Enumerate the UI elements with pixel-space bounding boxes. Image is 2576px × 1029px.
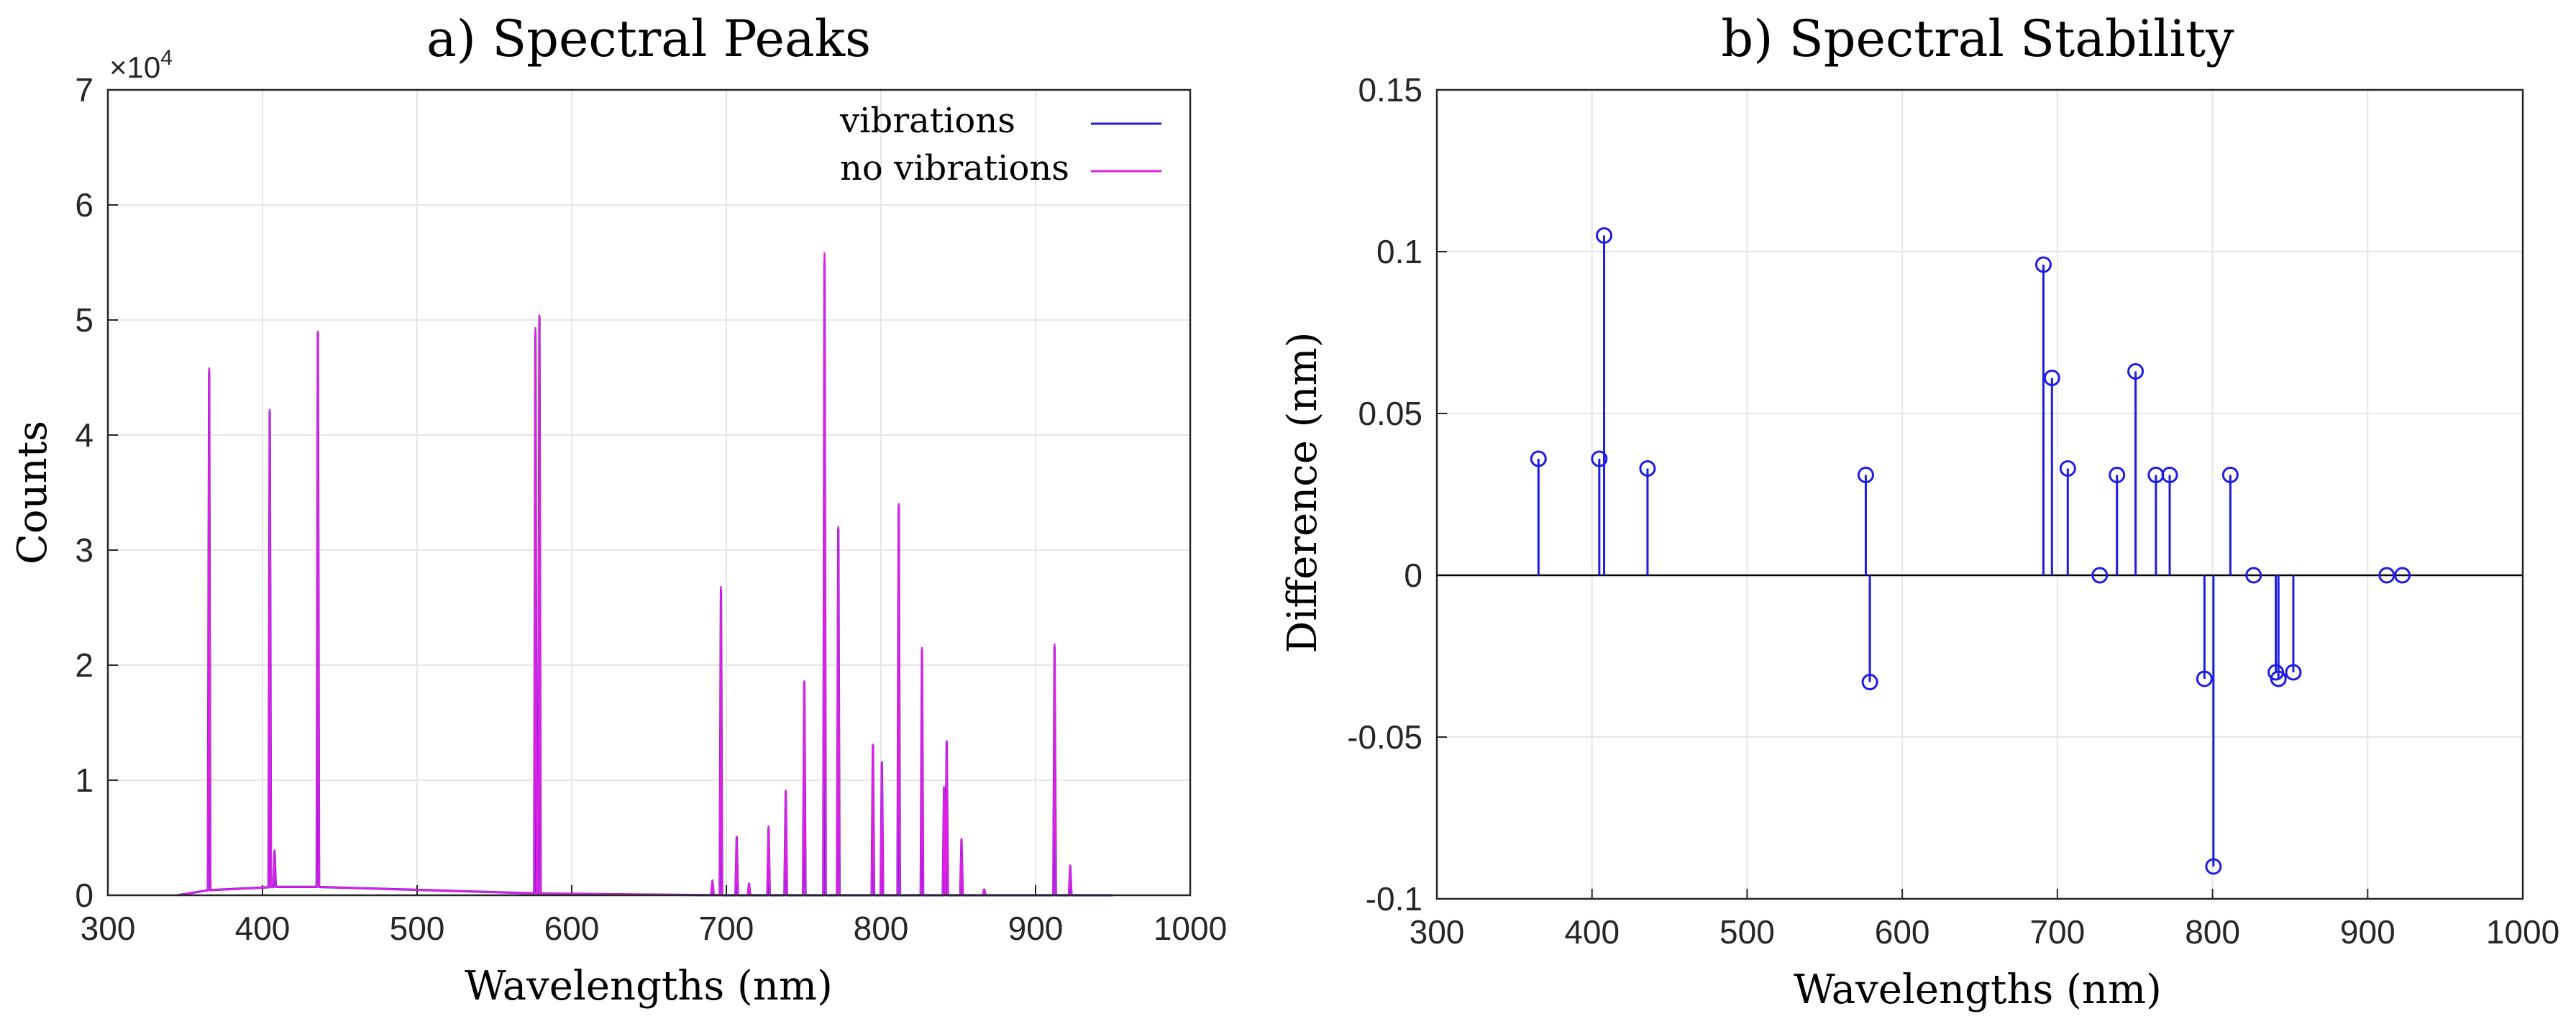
axes-frame-a bbox=[106, 88, 1192, 897]
x-tick-label: 900 bbox=[2340, 913, 2395, 951]
x-tick-label: 600 bbox=[544, 910, 600, 947]
stem-point bbox=[2109, 467, 2126, 575]
stem-marker bbox=[2109, 467, 2126, 483]
y-tick-label: 1 bbox=[75, 762, 93, 799]
legend-a: vibrations no vibrations bbox=[839, 101, 1161, 188]
stems-group-b bbox=[1530, 227, 2411, 875]
x-tick-label: 1000 bbox=[2486, 913, 2559, 951]
stem-marker bbox=[1596, 227, 1613, 244]
stem-marker bbox=[2091, 567, 2109, 584]
stem-marker bbox=[2378, 567, 2395, 584]
stem-point bbox=[1591, 450, 1608, 575]
chart-title-b: b) Spectral Stability bbox=[1721, 9, 2234, 68]
chart-spectral-stability: 300 400 500 600 700 800 900 1000 -0.1 -0.05 0 0.05… bbox=[1279, 9, 2559, 1013]
stem-point bbox=[2221, 467, 2239, 575]
stem-marker bbox=[2034, 256, 2052, 273]
y-tick-label: -0.05 bbox=[1347, 718, 1422, 756]
x-tick-label: 500 bbox=[390, 910, 445, 947]
legend-label-vibrations: vibrations bbox=[839, 101, 1015, 141]
stem-point bbox=[2127, 363, 2145, 575]
y-exponent-label-a: ×104 bbox=[109, 46, 173, 84]
x-tick-label: 900 bbox=[1008, 910, 1064, 947]
axes-frame-b bbox=[1435, 88, 2524, 900]
stem-point bbox=[2270, 575, 2287, 687]
stem-point bbox=[2059, 460, 2076, 575]
stem-point bbox=[2378, 567, 2395, 584]
x-tick-label: 400 bbox=[1564, 913, 1620, 951]
x-tick-label: 800 bbox=[854, 910, 909, 947]
x-axis-label-b: Wavelengths (nm) bbox=[1794, 966, 2162, 1013]
x-tick-label: 300 bbox=[1410, 913, 1465, 951]
stem-point bbox=[2196, 575, 2213, 687]
y-tick-label: 0.05 bbox=[1358, 395, 1422, 432]
x-tick-label: 700 bbox=[2029, 913, 2085, 951]
y-tick-label: 7 bbox=[75, 71, 93, 109]
stem-marker bbox=[2245, 567, 2262, 584]
chart-title-a: a) Spectral Peaks bbox=[426, 9, 871, 68]
stem-point bbox=[1596, 227, 1613, 575]
stem-marker bbox=[2394, 567, 2411, 584]
stem-marker bbox=[1530, 450, 1547, 467]
y-tick-labels-b: -0.1 -0.05 0 0.05 0.1 0.15 bbox=[1347, 71, 1422, 918]
y-tick-label: 0.15 bbox=[1358, 71, 1422, 109]
y-tick-label: 5 bbox=[75, 301, 93, 339]
stem-marker bbox=[1639, 460, 1656, 477]
stem-point bbox=[2285, 575, 2302, 681]
stem-point bbox=[2043, 370, 2060, 575]
y-tick-label: 0 bbox=[1404, 557, 1422, 594]
x-tick-label: 600 bbox=[1875, 913, 1930, 951]
y-tick-label: -0.1 bbox=[1366, 880, 1422, 918]
x-axis-label-a: Wavelengths (nm) bbox=[465, 963, 833, 1010]
x-tick-label: 500 bbox=[1719, 913, 1775, 951]
stem-marker bbox=[2221, 467, 2239, 483]
y-axis-label-a: Counts bbox=[9, 421, 56, 564]
stem-point bbox=[1861, 575, 1878, 690]
y-axis-label-b: Difference (nm) bbox=[1279, 332, 1326, 654]
stem-point bbox=[2091, 567, 2109, 584]
legend-label-no-vibrations: no vibrations bbox=[840, 148, 1069, 188]
stem-marker bbox=[2270, 670, 2287, 687]
stem-marker bbox=[2205, 858, 2222, 875]
stem-point bbox=[2245, 567, 2262, 584]
y-tick-label: 3 bbox=[75, 531, 93, 569]
stem-marker bbox=[1857, 467, 1874, 483]
x-tick-labels-a: 300 400 500 600 700 800 900 1000 bbox=[81, 910, 1228, 947]
stem-marker bbox=[2196, 670, 2213, 687]
x-tick-label: 800 bbox=[2185, 913, 2240, 951]
y-tick-labels-a: 0 1 2 3 4 5 6 7 bbox=[75, 71, 93, 914]
stem-point bbox=[2034, 256, 2052, 575]
y-tick-label: 6 bbox=[75, 186, 93, 224]
y-tick-label: 0 bbox=[75, 877, 93, 914]
y-tick-label: 4 bbox=[75, 416, 93, 454]
stem-marker bbox=[2043, 370, 2060, 386]
y-tick-label: 0.1 bbox=[1376, 233, 1422, 270]
stem-marker bbox=[1591, 450, 1608, 467]
y-tick-label: 2 bbox=[75, 646, 93, 684]
x-tick-labels-b: 300 400 500 600 700 800 900 1000 bbox=[1410, 913, 2560, 951]
stem-marker bbox=[2127, 363, 2145, 380]
x-tick-label: 700 bbox=[699, 910, 754, 947]
stem-point bbox=[1639, 460, 1656, 575]
stem-marker bbox=[2059, 460, 2076, 477]
stem-marker bbox=[2285, 664, 2302, 681]
x-tick-label: 1000 bbox=[1154, 910, 1227, 947]
x-tick-label: 300 bbox=[81, 910, 136, 947]
stem-point bbox=[2205, 575, 2222, 875]
stem-point bbox=[1530, 450, 1547, 575]
stem-point bbox=[1857, 467, 1874, 575]
stem-point bbox=[2394, 567, 2411, 584]
stem-point bbox=[2161, 467, 2178, 575]
stem-marker bbox=[1861, 674, 1878, 690]
x-tick-label: 400 bbox=[235, 910, 291, 947]
stem-marker bbox=[2161, 467, 2178, 483]
